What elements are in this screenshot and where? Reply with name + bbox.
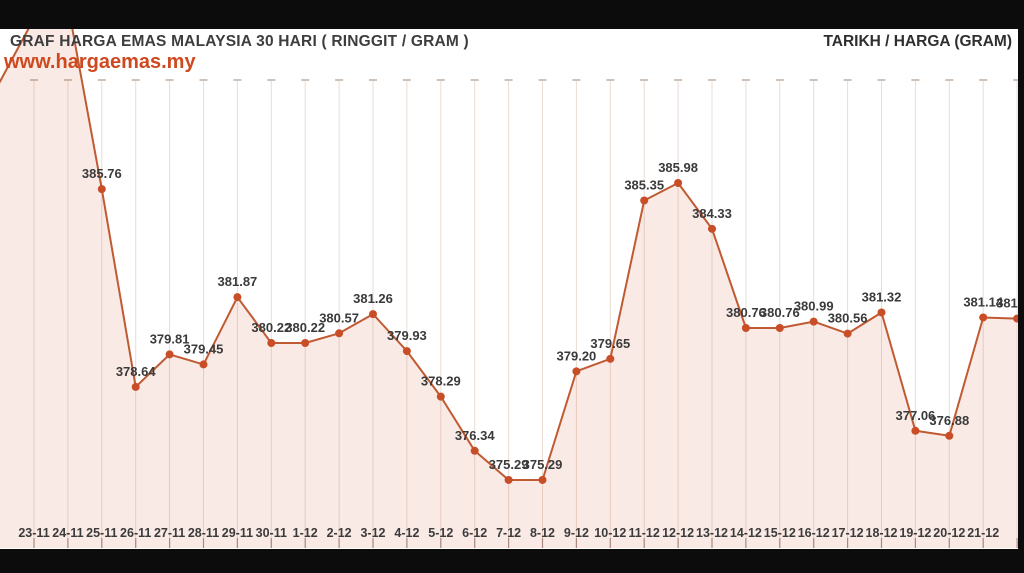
svg-text:27-11: 27-11 xyxy=(154,526,185,540)
axis-header-label: TARIKH / HARGA (GRAM) xyxy=(823,33,1012,50)
svg-text:20-12: 20-12 xyxy=(933,526,965,540)
svg-text:12-12: 12-12 xyxy=(662,526,694,540)
svg-text:1-12: 1-12 xyxy=(293,526,318,540)
svg-text:380.99: 380.99 xyxy=(794,299,834,314)
svg-text:381.14: 381.14 xyxy=(963,294,1004,309)
svg-text:379.65: 379.65 xyxy=(590,336,630,351)
svg-text:4-12: 4-12 xyxy=(394,526,419,540)
value-labels: 385.76378.64379.81379.45381.87380.22380.… xyxy=(82,160,1018,472)
svg-text:7-12: 7-12 xyxy=(496,526,521,540)
letterbox-top-bar xyxy=(0,0,1024,29)
svg-text:377.06: 377.06 xyxy=(896,408,936,423)
svg-text:379.93: 379.93 xyxy=(387,328,427,343)
svg-text:14-12: 14-12 xyxy=(730,526,762,540)
svg-text:379.45: 379.45 xyxy=(184,341,224,356)
svg-text:381: 381 xyxy=(996,296,1018,311)
svg-text:19-12: 19-12 xyxy=(899,526,931,540)
letterbox-bottom-bar xyxy=(0,549,1024,573)
svg-text:11-12: 11-12 xyxy=(629,526,660,540)
letterbox-right-bar xyxy=(1018,0,1024,573)
svg-text:30-11: 30-11 xyxy=(256,526,287,540)
svg-text:375.29: 375.29 xyxy=(489,457,529,472)
svg-text:28-11: 28-11 xyxy=(188,526,219,540)
svg-text:375.29: 375.29 xyxy=(523,457,563,472)
website-watermark: www.hargaemas.my xyxy=(4,51,196,73)
svg-text:17-12: 17-12 xyxy=(832,526,864,540)
svg-text:385.35: 385.35 xyxy=(624,178,664,193)
svg-text:21-12: 21-12 xyxy=(967,526,999,540)
svg-text:378.64: 378.64 xyxy=(116,364,157,379)
svg-text:16-12: 16-12 xyxy=(798,526,830,540)
svg-text:380.22: 380.22 xyxy=(251,320,291,335)
svg-text:380.76: 380.76 xyxy=(760,305,800,320)
date-axis-labels: 23-11 24-11 25-11 26-11 27-11 28-11 29-11 30-11… xyxy=(18,526,999,540)
svg-text:380.76: 380.76 xyxy=(726,305,766,320)
svg-text:376.88: 376.88 xyxy=(929,413,969,428)
svg-text:381.26: 381.26 xyxy=(353,291,393,306)
svg-text:378.29: 378.29 xyxy=(421,374,461,389)
svg-text:25-11: 25-11 xyxy=(86,526,117,540)
svg-text:381.32: 381.32 xyxy=(862,289,902,304)
area-fill xyxy=(0,4,1018,548)
svg-text:9-12: 9-12 xyxy=(564,526,589,540)
svg-text:380.22: 380.22 xyxy=(285,320,325,335)
svg-text:10-12: 10-12 xyxy=(594,526,626,540)
svg-text:5-12: 5-12 xyxy=(428,526,453,540)
svg-text:8-12: 8-12 xyxy=(530,526,555,540)
svg-text:376.34: 376.34 xyxy=(455,428,496,443)
svg-text:381.87: 381.87 xyxy=(218,274,258,289)
svg-text:380.56: 380.56 xyxy=(828,311,868,326)
svg-text:380.57: 380.57 xyxy=(319,310,359,325)
svg-text:29-11: 29-11 xyxy=(222,526,253,540)
svg-text:26-11: 26-11 xyxy=(120,526,151,540)
svg-text:379.81: 379.81 xyxy=(150,331,190,346)
chart-title: GRAF HARGA EMAS MALAYSIA 30 HARI ( RINGG… xyxy=(10,33,469,50)
svg-text:379.20: 379.20 xyxy=(557,348,597,363)
svg-text:385.98: 385.98 xyxy=(658,160,698,175)
svg-text:24-11: 24-11 xyxy=(52,526,83,540)
svg-text:384.33: 384.33 xyxy=(692,206,732,221)
svg-text:385.76: 385.76 xyxy=(82,166,122,181)
svg-text:15-12: 15-12 xyxy=(764,526,796,540)
svg-text:18-12: 18-12 xyxy=(866,526,898,540)
svg-text:13-12: 13-12 xyxy=(696,526,728,540)
svg-text:3-12: 3-12 xyxy=(360,526,385,540)
svg-text:23-11: 23-11 xyxy=(18,526,49,540)
svg-text:6-12: 6-12 xyxy=(462,526,487,540)
svg-text:2-12: 2-12 xyxy=(327,526,352,540)
